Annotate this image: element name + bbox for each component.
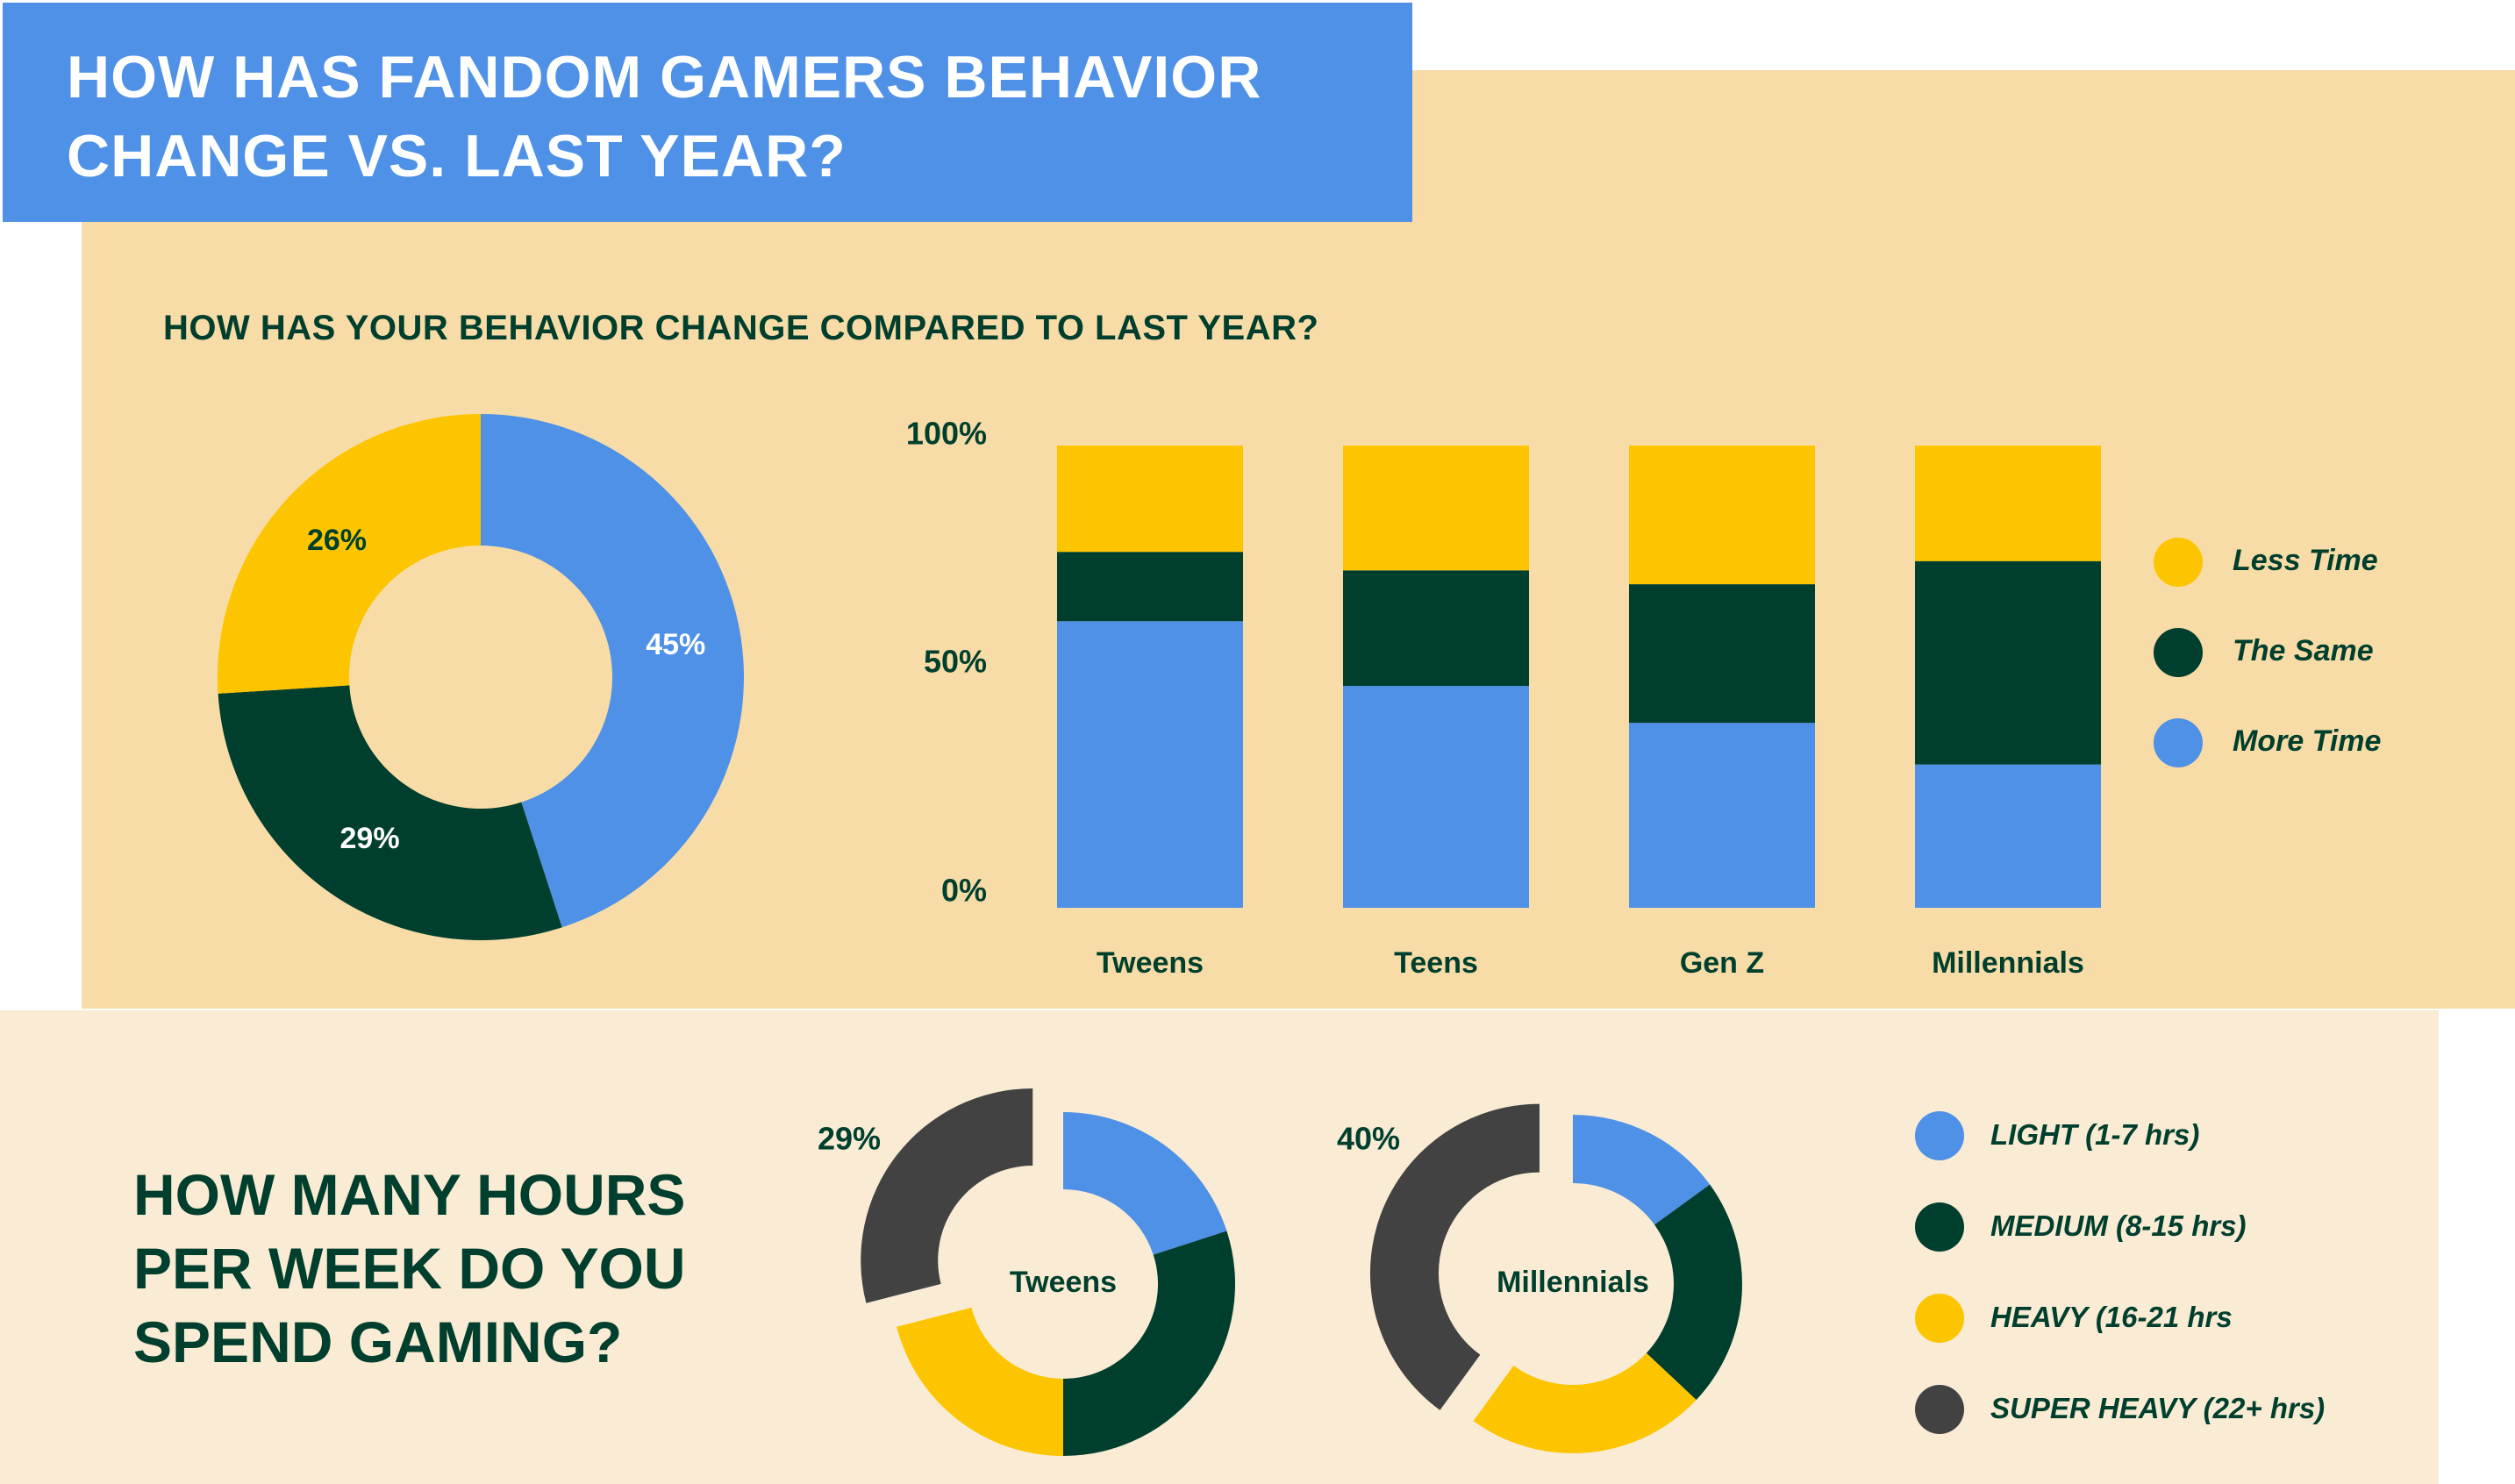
millennials-donut-slice-light-1-7-hrs (1573, 1115, 1711, 1225)
behavior-donut-label-less-time: 26% (307, 524, 367, 557)
bar-tweens-the-same (1057, 552, 1243, 622)
tweens-donut-slice-light-1-7-hrs (1063, 1112, 1227, 1255)
millennials-donut-slice-heavy-16-21-hrs (1473, 1352, 1697, 1453)
tweens-donut-slice-super-heavy-22-hrs (861, 1088, 1033, 1303)
y-tick-0: 0% (941, 873, 987, 909)
tweens-donut-slice-heavy-16-21-hrs (897, 1307, 1063, 1456)
bar-tweens-less-time (1057, 446, 1243, 553)
x-tick-millennials: Millennials (1932, 946, 2084, 980)
bar-teens-more-time (1343, 686, 1529, 908)
behavior-donut-slice-more-time (481, 414, 744, 928)
behavior-donut-slice-less-time (218, 414, 481, 694)
hours-legend-label: MEDIUM (8-15 hrs) (1990, 1209, 2247, 1242)
behavior-legend-swatch-icon (2154, 628, 2203, 677)
bar-gen-z-the-same (1629, 584, 1815, 724)
bar-teens-the-same (1343, 570, 1529, 687)
behavior-legend-label: Less Time (2233, 543, 2378, 577)
hours-legend-label: SUPER HEAVY (22+ hrs) (1990, 1391, 2326, 1424)
hours-legend-swatch-icon (1915, 1202, 1964, 1252)
hours-title-line-1: HOW MANY HOURS (133, 1162, 686, 1227)
hours-legend-swatch-icon (1915, 1385, 1964, 1434)
millennials-donut-slice-super-heavy-22-hrs (1369, 1103, 1540, 1410)
header-banner: HOW HAS FANDOM GAMERS BEHAVIOR CHANGE VS… (3, 3, 1412, 222)
hours-title: HOW MANY HOURS PER WEEK DO YOU SPEND GAM… (133, 1158, 686, 1379)
behavior-donut-label-the-same: 29% (340, 822, 400, 855)
page-title-line-2: CHANGE VS. LAST YEAR? (67, 123, 847, 189)
millennials-super-heavy-label: 40% (1337, 1121, 1400, 1157)
tweens-donut-slice-medium-8-15-hrs (1063, 1231, 1236, 1456)
bar-millennials-more-time (1915, 764, 2101, 908)
hours-legend-label: HEAVY (16-21 hrs (1990, 1300, 2233, 1333)
behavior-legend-label: More Time (2233, 724, 2382, 758)
bar-millennials-the-same (1915, 560, 2101, 765)
x-tick-teens: Teens (1394, 946, 1478, 980)
hours-title-line-3: SPEND GAMING? (133, 1309, 623, 1374)
page-title-line-1: HOW HAS FANDOM GAMERS BEHAVIOR (67, 44, 1262, 111)
tweens-donut-center-label: Tweens (1010, 1266, 1117, 1299)
hours-title-line-2: PER WEEK DO YOU (133, 1236, 686, 1301)
bar-millennials-less-time (1915, 446, 2101, 561)
behavior-legend-label: The Same (2233, 633, 2374, 667)
behavior-donut-label-more-time: 45% (646, 628, 705, 661)
bar-gen-z-less-time (1629, 446, 1815, 585)
behavior-subtitle: HOW HAS YOUR BEHAVIOR CHANGE COMPARED TO… (163, 309, 1319, 347)
x-tick-tweens: Tweens (1097, 946, 1204, 980)
x-tick-gen-z: Gen Z (1680, 946, 1764, 980)
y-tick-100: 100% (906, 416, 987, 452)
bar-tweens-more-time (1057, 621, 1243, 908)
hours-legend-label: LIGHT (1-7 hrs) (1990, 1117, 2200, 1151)
behavior-legend-swatch-icon (2154, 718, 2203, 767)
hours-legend-swatch-icon (1915, 1111, 1964, 1160)
bar-teens-less-time (1343, 446, 1529, 571)
tweens-super-heavy-label: 29% (818, 1121, 881, 1157)
millennials-donut-slice-medium-8-15-hrs (1646, 1184, 1742, 1401)
millennials-donut-center-label: Millennials (1497, 1266, 1649, 1299)
bar-gen-z-more-time (1629, 723, 1815, 908)
y-tick-50: 50% (924, 644, 987, 680)
hours-legend-swatch-icon (1915, 1294, 1964, 1343)
behavior-donut-slice-the-same (218, 685, 562, 940)
behavior-legend-swatch-icon (2154, 538, 2203, 587)
